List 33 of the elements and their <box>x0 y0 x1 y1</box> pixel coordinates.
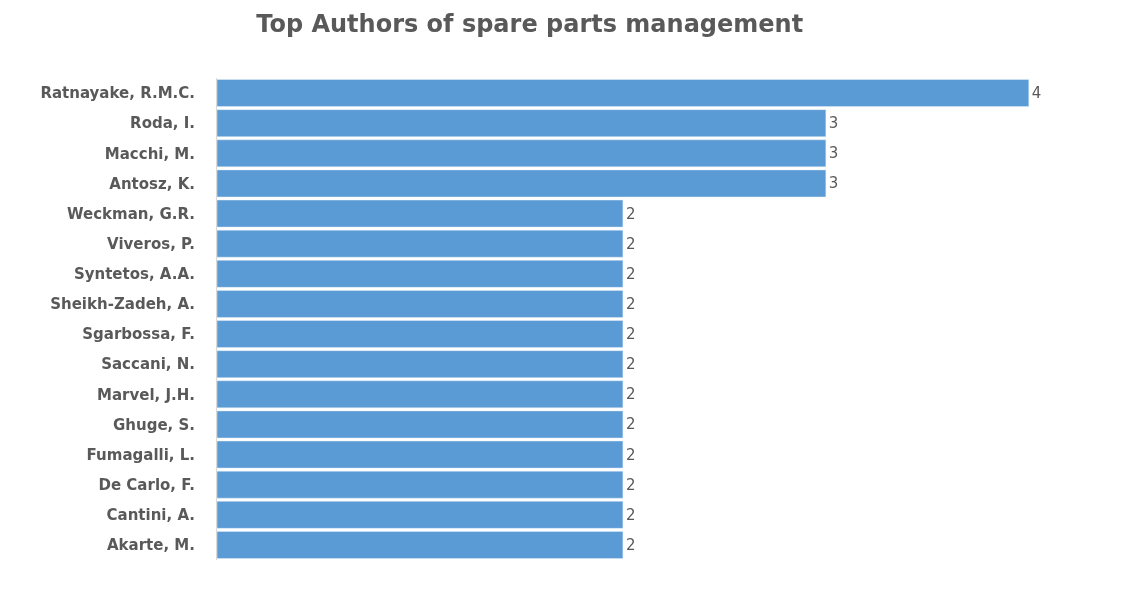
y-tick-label: Weckman, G.R. <box>67 204 195 223</box>
y-tick-label: Marvel, J.H. <box>97 385 195 404</box>
data-label: 2 <box>625 234 636 253</box>
y-tick-label: Ghuge, S. <box>112 415 195 434</box>
y-tick-label: Cantini, A. <box>106 506 195 525</box>
data-label: 2 <box>625 204 636 223</box>
data-label: 3 <box>828 174 839 193</box>
data-label: 4 <box>1031 84 1042 103</box>
y-tick-label: Ratnayake, R.M.C. <box>40 84 195 103</box>
y-tick-label: Macchi, M. <box>104 144 195 163</box>
data-label: 3 <box>828 144 839 163</box>
y-tick-label: Roda, I. <box>130 114 195 133</box>
y-tick-label: De Carlo, F. <box>98 475 195 494</box>
y-tick-label: Viveros, P. <box>107 234 195 253</box>
data-label: 2 <box>625 385 636 404</box>
data-label: 2 <box>625 355 636 374</box>
chart-title: Top Authors of spare parts management <box>256 9 804 38</box>
data-label: 2 <box>625 535 636 554</box>
data-label: 2 <box>625 505 636 524</box>
y-tick-label: Saccani, N. <box>101 355 195 374</box>
data-label: 3 <box>828 114 839 133</box>
y-tick-label: Sgarbossa, F. <box>82 325 195 344</box>
data-label: 2 <box>625 294 636 313</box>
y-tick-label: Sheikh-Zadeh, A. <box>50 295 195 314</box>
y-tick-label: Antosz, K. <box>109 174 195 193</box>
y-tick-label: Akarte, M. <box>107 536 195 555</box>
data-label: 2 <box>625 415 636 434</box>
y-tick-label: Syntetos, A.A. <box>73 265 195 284</box>
data-label: 2 <box>625 264 636 283</box>
data-label: 2 <box>625 325 636 344</box>
data-label: 2 <box>625 475 636 494</box>
data-label: 2 <box>625 445 636 464</box>
y-tick-label: Fumagalli, L. <box>86 445 195 464</box>
